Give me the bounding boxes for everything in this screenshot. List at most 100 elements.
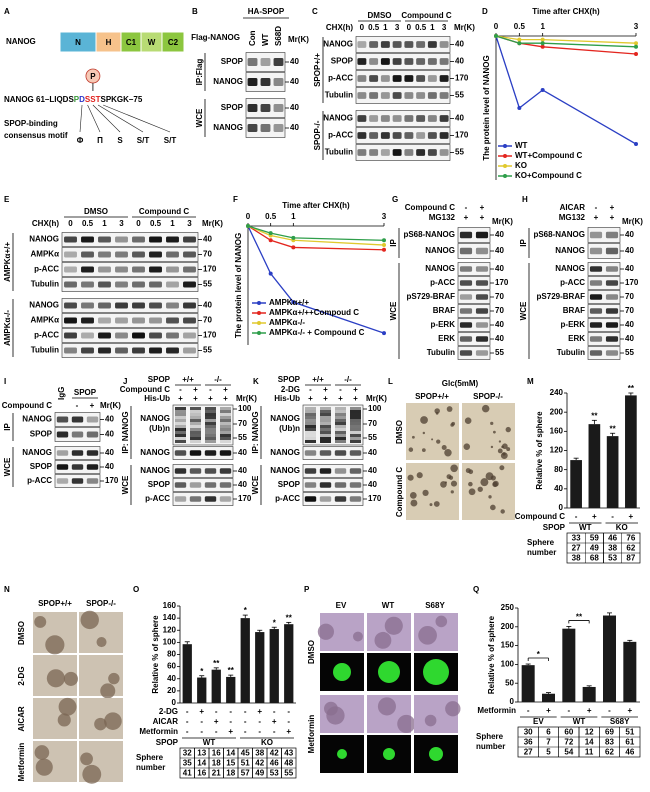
treatment: Compound C (405, 203, 455, 212)
panel-letter: H (522, 195, 528, 204)
blot-band (357, 41, 367, 48)
blot-band (115, 332, 128, 339)
blot-band (380, 41, 390, 48)
x-tick-label: 3 (634, 22, 639, 31)
blot-band (132, 251, 145, 258)
size-label: 40 (105, 462, 114, 471)
blot-band (56, 478, 69, 484)
size-label: 170 (203, 265, 217, 274)
table-cell: 68 (590, 554, 599, 563)
significance: ** (213, 659, 220, 668)
group-label: KO (616, 523, 628, 532)
group-label: EV (533, 717, 544, 726)
blot-band (86, 478, 99, 484)
table-cell: 62 (605, 748, 614, 757)
blot-band (71, 464, 84, 470)
time-label: 0 (136, 219, 141, 228)
table-cell: 43 (284, 749, 293, 758)
blot-band (204, 450, 217, 456)
blot-band (369, 132, 379, 139)
blot-smear (220, 416, 231, 419)
treatment-mark: - (287, 707, 290, 716)
blot-smear (175, 416, 186, 419)
table-cell: 12 (585, 728, 594, 737)
row-label: NANOG (22, 448, 52, 457)
point (268, 231, 273, 236)
size-label: 40 (495, 246, 504, 255)
group-label: WCE (251, 475, 260, 494)
blot-band (98, 266, 111, 273)
treatment-mark: - (186, 717, 189, 726)
sphere (464, 417, 472, 424)
blot-band (304, 468, 317, 474)
motif-residue: S/T (137, 136, 150, 145)
table-cell: 45 (241, 749, 250, 758)
y-tick-label: 150 (501, 641, 515, 650)
sphere (431, 438, 434, 441)
lane-mark: + (323, 385, 328, 394)
significance: ** (591, 411, 598, 420)
significance: ** (286, 613, 293, 622)
legend-marker (503, 174, 507, 178)
sphere (353, 631, 363, 642)
treatment-mark: - (229, 717, 232, 726)
motif-label: SPOP-binding (4, 119, 58, 128)
row-label: SPOP (30, 462, 53, 471)
sphere (450, 480, 458, 487)
blot-smear (190, 428, 201, 431)
y-tick-label: 40 (554, 484, 563, 493)
row-label: (Ub)n (279, 424, 300, 433)
lane-mark: + (193, 394, 198, 403)
sphere (45, 635, 65, 655)
treatment-mark: - (244, 707, 247, 716)
series-line (495, 35, 637, 145)
treatment: 2-DG (159, 707, 178, 716)
blot-band (166, 332, 179, 339)
bar (570, 460, 582, 508)
sphere (488, 495, 492, 499)
sphere (465, 468, 471, 474)
lane-label: SPOP (74, 388, 97, 397)
point (540, 37, 545, 42)
table-cell: 51 (241, 759, 250, 768)
blot-band (416, 149, 426, 156)
size-label: 170 (368, 494, 382, 503)
table-cell: 13 (197, 749, 206, 758)
panel-letter: D (482, 7, 488, 16)
size-label: 40 (368, 466, 377, 475)
mr-label: Mr(K) (366, 394, 387, 403)
mr-label: Mr(K) (202, 219, 223, 228)
sphere (100, 683, 116, 699)
size-label: 40 (495, 320, 504, 329)
blot-smear (175, 437, 186, 440)
sphere (407, 474, 414, 481)
blot-band (247, 78, 258, 86)
treatment-mark: - (258, 717, 261, 726)
table-cell: 27 (572, 544, 581, 553)
treatment-mark: + (199, 707, 204, 716)
sphere (446, 406, 453, 412)
blot-band (98, 251, 111, 258)
y-tick-label: 80 (554, 465, 563, 474)
blot-band (380, 92, 390, 99)
blot-smear (350, 428, 361, 431)
blot-band (115, 317, 128, 324)
blot-smear (205, 413, 216, 416)
treatment-mark: - (215, 727, 218, 736)
blot-band (589, 247, 603, 255)
table-cell: 7 (546, 738, 551, 747)
group-label: IP (3, 423, 12, 431)
lane-mark: + (223, 394, 228, 403)
sphere (94, 717, 107, 731)
sphere (434, 408, 440, 414)
size-label: 70 (203, 316, 212, 325)
table-cell: 51 (625, 728, 634, 737)
blot-band (605, 247, 619, 255)
blot-smear (190, 434, 201, 437)
x-tick-label: 0.5 (514, 22, 526, 31)
row-label: p-ACC (560, 278, 585, 287)
blot-smear (335, 437, 346, 440)
blot-band (427, 92, 437, 99)
row-label: p-ERK (431, 320, 456, 329)
point (291, 245, 296, 250)
